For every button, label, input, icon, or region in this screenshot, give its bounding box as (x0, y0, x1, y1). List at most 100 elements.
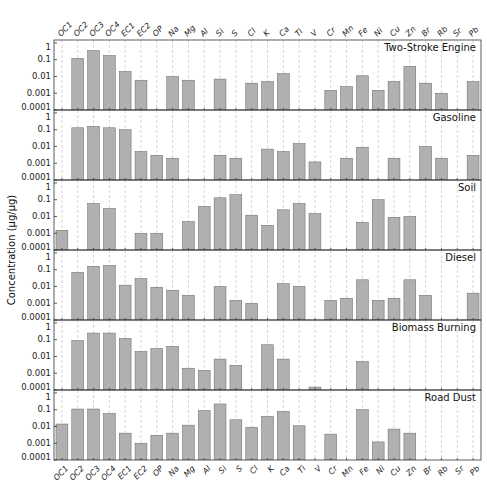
bar (356, 362, 368, 390)
x-tick-label: EC2 (135, 21, 152, 38)
y-tick-label: 0.1 (37, 264, 51, 274)
panel-label: Road Dust (425, 392, 477, 403)
x-tick-label: OC1 (56, 20, 74, 38)
bar (119, 285, 131, 320)
y-tick (54, 182, 57, 183)
x-tick (378, 458, 379, 460)
x-tick-label: Br (421, 464, 434, 477)
y-tick (54, 426, 57, 427)
y-tick-label: 0.001 (27, 368, 51, 378)
y-tick (54, 42, 57, 43)
y-tick (54, 129, 57, 130)
bar (72, 128, 84, 180)
x-tick-label: Al (200, 463, 213, 476)
x-tick-label: V (313, 464, 324, 475)
x-tick-label: Ni (374, 463, 387, 476)
x-tick (188, 458, 189, 460)
bar (356, 410, 368, 460)
bar (214, 286, 226, 320)
y-tick-label: 0.001 (27, 438, 51, 448)
y-tick-label: 1 (46, 112, 51, 122)
bar (277, 74, 289, 110)
x-tick-label: Cu (388, 25, 402, 39)
y-tick (54, 303, 57, 304)
bar (388, 298, 400, 320)
bar (119, 433, 131, 460)
grid-line (235, 40, 236, 110)
bar (309, 214, 321, 250)
y-tick (54, 112, 57, 113)
bar (467, 293, 479, 320)
panel-frame (54, 110, 481, 180)
grid-line (267, 250, 268, 320)
bar (56, 230, 68, 250)
bar (293, 144, 305, 180)
x-tick-label: Pb (467, 25, 480, 38)
x-tick-label: EC2 (132, 464, 149, 481)
grid-line (61, 320, 62, 390)
bar (151, 435, 163, 460)
y-tick-label: 1 (46, 322, 51, 332)
grid-line (251, 320, 252, 390)
y-tick (54, 460, 57, 461)
y-tick (54, 216, 57, 217)
bar (404, 216, 416, 250)
y-tick (54, 269, 57, 270)
bar (420, 83, 432, 110)
x-tick-label: Ca (278, 464, 292, 478)
bar (293, 426, 305, 460)
bar (262, 345, 274, 390)
bar (103, 128, 115, 180)
y-tick (54, 339, 57, 340)
x-tick (172, 458, 173, 460)
x-tick (140, 458, 141, 460)
bar (262, 416, 274, 460)
bar (246, 427, 258, 460)
grid-line (314, 250, 315, 320)
y-tick-label: 0.01 (32, 421, 51, 431)
bar (119, 71, 131, 110)
bar (135, 80, 147, 110)
bar (103, 55, 115, 110)
y-tick-label: 0.0001 (21, 382, 51, 392)
bars (72, 265, 479, 320)
panel: 0.00010.0010.010.11Biomass Burning (21, 320, 481, 392)
y-tick-label: 0.0001 (21, 172, 51, 182)
bars (72, 126, 479, 180)
panel-label: Soil (458, 182, 476, 193)
x-tick (330, 458, 331, 460)
bars (72, 333, 369, 390)
x-tick (77, 458, 78, 460)
x-tick-label: OC3 (84, 464, 102, 482)
bar (341, 298, 353, 320)
x-tick-label: OC3 (88, 20, 106, 38)
x-tick-label: EC1 (116, 464, 133, 481)
grid-line (441, 180, 442, 250)
grid-line (204, 40, 205, 110)
bar (151, 348, 163, 390)
bar (293, 286, 305, 320)
bar (246, 303, 258, 320)
x-tick (125, 458, 126, 460)
bar (182, 425, 194, 460)
bar (182, 295, 194, 320)
x-tick-label: Cl (248, 463, 260, 475)
y-tick-label: 0.001 (27, 158, 51, 168)
x-tick-label: Mg (182, 464, 197, 479)
y-tick-label: 0.0001 (21, 242, 51, 252)
bar (88, 333, 100, 390)
bar (119, 338, 131, 390)
x-tick-label: Ca (277, 25, 291, 39)
x-tick-label: Na (167, 464, 181, 478)
grid-line (172, 180, 173, 250)
y-tick-label: 0.01 (32, 281, 51, 291)
bar (356, 76, 368, 110)
y-tick (54, 199, 57, 200)
bar (135, 152, 147, 180)
y-tick-label: 0.01 (32, 351, 51, 361)
x-tick-label: Mn (340, 464, 355, 479)
x-tick (409, 458, 410, 460)
x-tick (251, 458, 252, 460)
bar (182, 222, 194, 250)
y-tick (54, 409, 57, 410)
